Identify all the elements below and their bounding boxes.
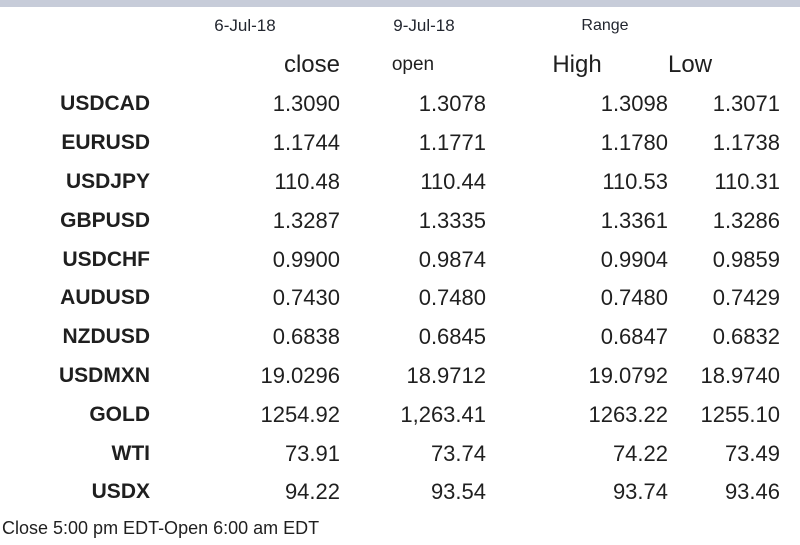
symbol-cell: GOLD	[89, 402, 150, 426]
open-cell: 0.9874	[418, 246, 486, 272]
open-cell: 18.9712	[406, 362, 486, 388]
column-header-high: High	[552, 51, 602, 78]
close-cell: 1254.92	[260, 401, 340, 427]
open-cell: 1,263.41	[400, 401, 486, 427]
low-cell: 93.46	[724, 479, 780, 505]
low-cell: 1.3286	[712, 207, 780, 233]
header-date-close-day: 6-Jul-18	[214, 16, 276, 35]
close-cell: 94.22	[284, 479, 340, 505]
low-cell: 0.9859	[712, 246, 780, 272]
symbol-cell: USDMXN	[58, 363, 150, 387]
low-cell: 1255.10	[700, 401, 780, 427]
close-cell: 1.3287	[272, 207, 340, 233]
fx-price-table: 6-Jul-18 9-Jul-18 Range close open High …	[0, 7, 800, 512]
symbol-cell: USDJPY	[65, 169, 150, 193]
low-cell: 1.3071	[712, 91, 780, 117]
close-cell: 0.6838	[272, 324, 340, 350]
close-cell: 110.48	[274, 168, 340, 194]
column-header-close: close	[283, 51, 340, 78]
symbol-cell: EURUSD	[61, 131, 150, 155]
close-cell: 73.91	[284, 440, 340, 466]
symbol-cell: USDX	[91, 480, 150, 504]
close-cell: 1.1744	[272, 130, 340, 156]
low-cell: 0.7429	[712, 285, 780, 311]
high-cell: 19.0792	[588, 362, 668, 388]
open-cell: 0.6845	[418, 324, 486, 350]
high-cell: 1.1780	[600, 130, 668, 156]
symbol-cell: NZDUSD	[62, 325, 151, 349]
symbol-cell: USDCAD	[60, 92, 150, 116]
open-cell: 93.54	[430, 479, 486, 505]
low-cell: 1.1738	[712, 130, 780, 156]
symbol-cell: GBPUSD	[60, 208, 150, 232]
close-cell: 1.3090	[272, 91, 340, 117]
footer-note: Close 5:00 pm EDT-Open 6:00 am EDT	[2, 517, 320, 538]
open-cell: 110.44	[420, 168, 486, 194]
close-cell: 0.9900	[272, 246, 340, 272]
header-spacer	[0, 7, 150, 45]
open-cell: 1.3078	[418, 91, 486, 117]
low-cell: 0.6832	[712, 324, 780, 350]
high-cell: 0.9904	[600, 246, 668, 272]
window-top-strip	[0, 0, 800, 7]
low-cell: 18.9740	[700, 362, 780, 388]
low-cell: 73.49	[724, 440, 780, 466]
high-cell: 0.7480	[600, 285, 668, 311]
close-cell: 19.0296	[260, 362, 340, 388]
high-cell: 74.22	[612, 440, 668, 466]
low-cell: 110.31	[714, 168, 780, 194]
open-cell: 0.7480	[418, 285, 486, 311]
high-cell: 93.74	[612, 479, 668, 505]
open-cell: 1.1771	[418, 130, 486, 156]
high-cell: 110.53	[602, 168, 668, 194]
open-cell: 73.74	[430, 440, 486, 466]
close-cell: 0.7430	[272, 285, 340, 311]
header-date-open-day: 9-Jul-18	[393, 16, 455, 35]
symbol-cell: AUDUSD	[60, 286, 150, 310]
header-range-label: Range	[581, 17, 629, 34]
high-cell: 0.6847	[600, 324, 668, 350]
header-spacer	[0, 45, 150, 85]
column-header-open: open	[391, 54, 435, 75]
high-cell: 1263.22	[588, 401, 668, 427]
open-cell: 1.3335	[418, 207, 486, 233]
high-cell: 1.3361	[600, 207, 668, 233]
high-cell: 1.3098	[600, 91, 668, 117]
symbol-cell: USDCHF	[62, 247, 151, 271]
column-header-low: Low	[668, 51, 713, 78]
symbol-cell: WTI	[111, 441, 150, 465]
